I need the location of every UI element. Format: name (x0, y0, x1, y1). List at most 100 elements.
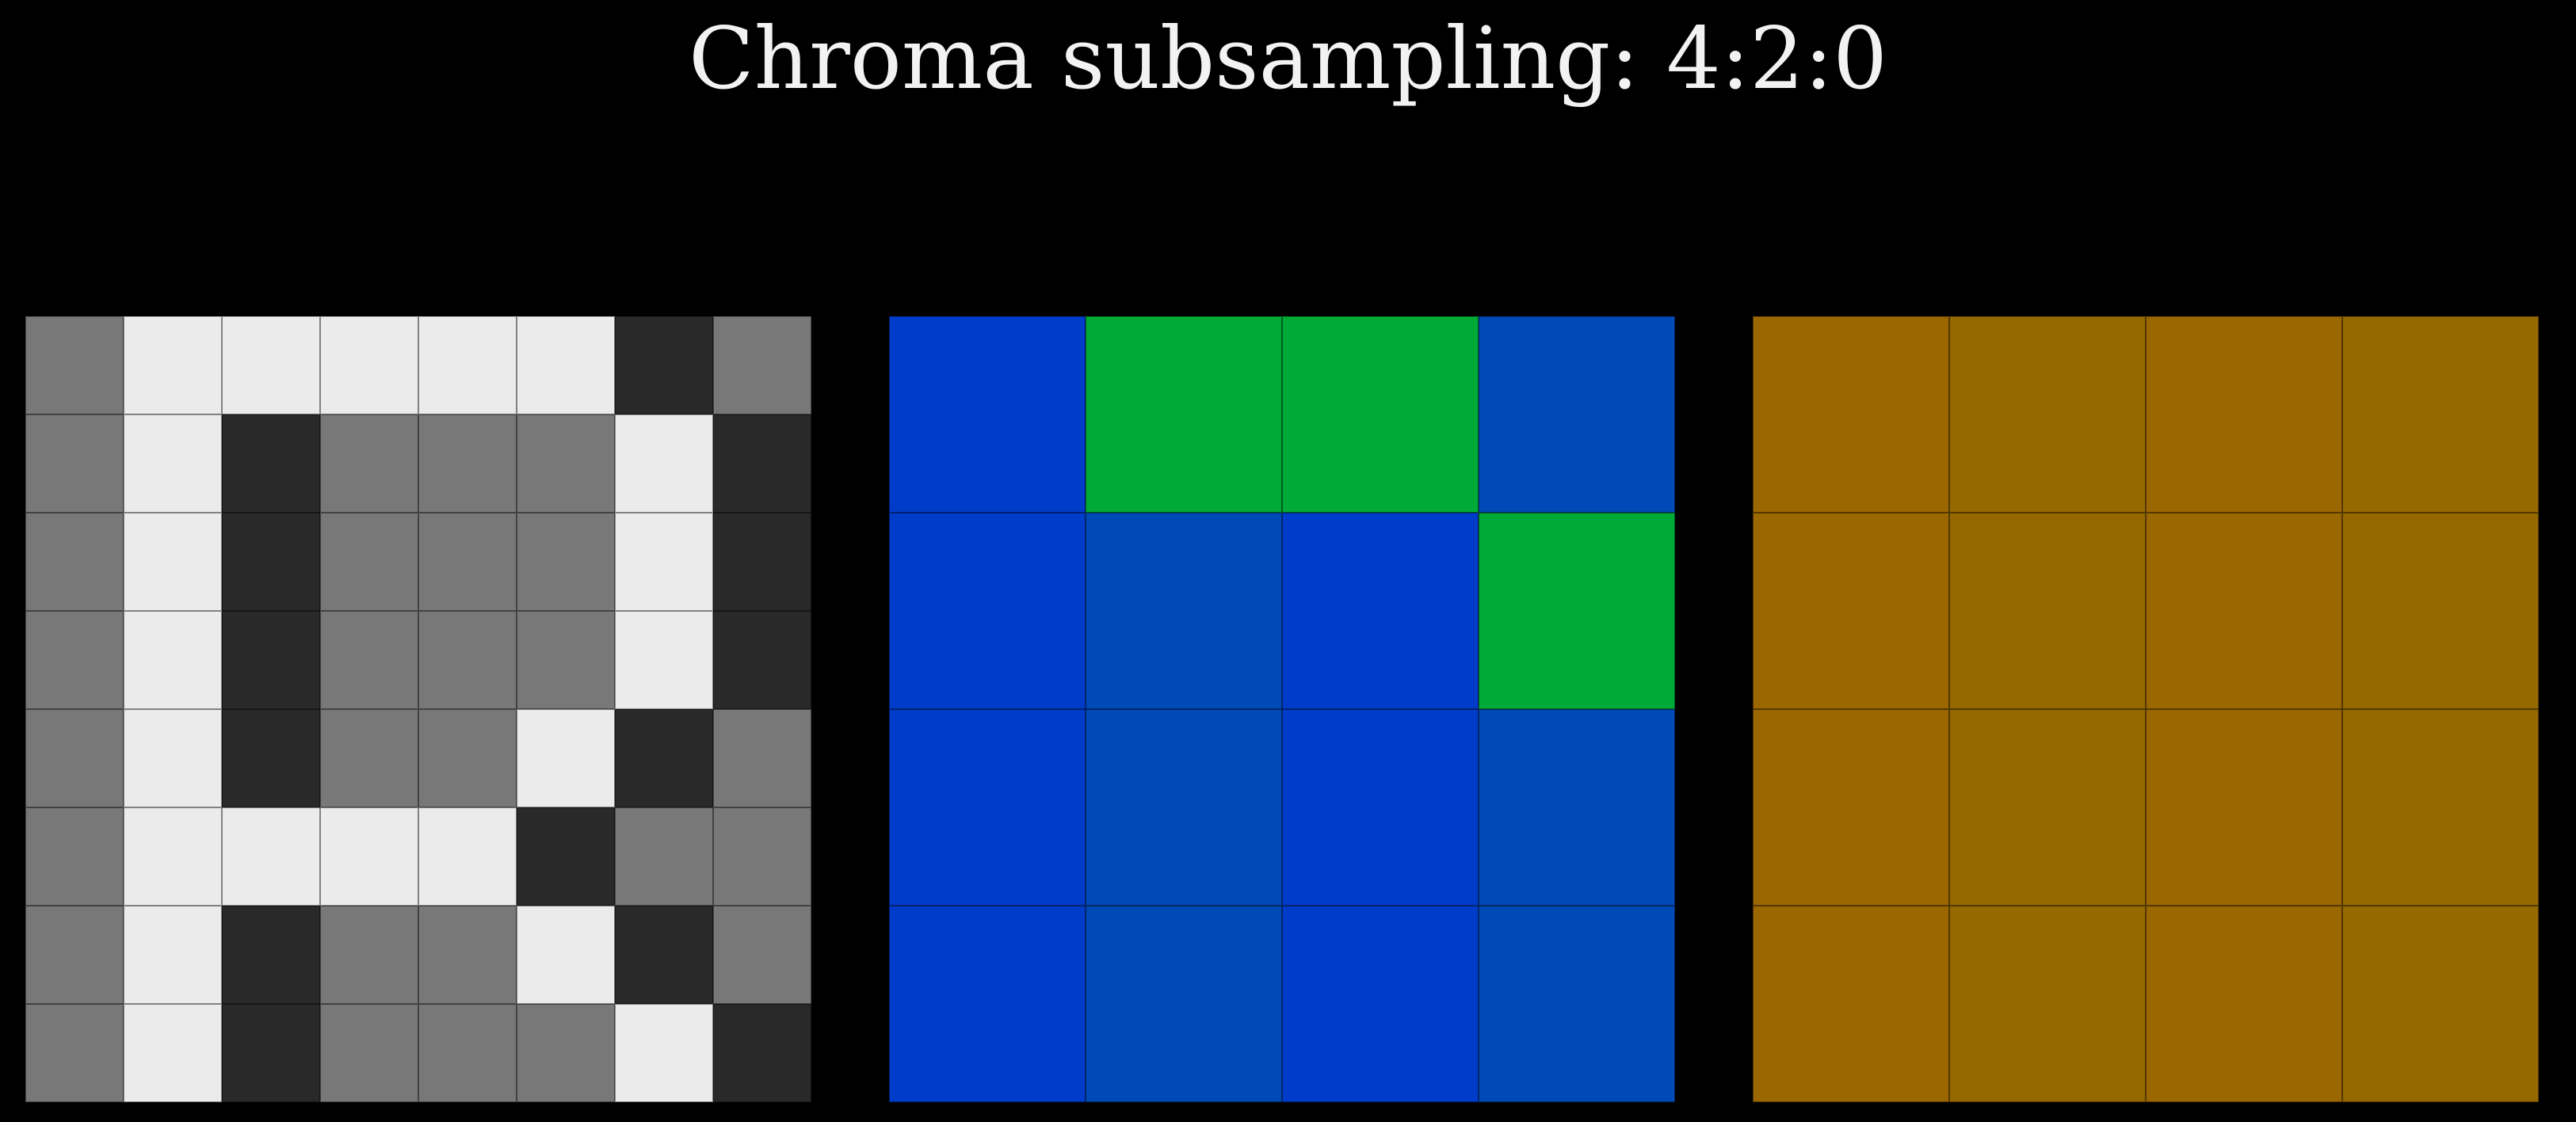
luma-grid-cell (615, 1004, 713, 1102)
chroma-blue-grid-cell (889, 906, 1086, 1102)
luma-grid-cell (713, 906, 811, 1004)
luma-grid-cell (320, 1004, 418, 1102)
luma-grid-cell (517, 414, 615, 513)
luma-grid-cell (517, 709, 615, 807)
luma-grid-cell (222, 906, 320, 1004)
luma-grid-cell (320, 807, 418, 906)
chroma-red-grid-cell (1949, 316, 2146, 513)
luma-grid-cell (25, 316, 124, 414)
luma-grid-cell (517, 513, 615, 611)
chroma-blue-grid-cell (889, 513, 1086, 709)
chroma-red-grid-cell (1753, 316, 1949, 513)
luma-grid-cell (418, 414, 517, 513)
luma-grid-cell (25, 709, 124, 807)
luma-grid-cell (418, 709, 517, 807)
chroma-red-grid-cell (2146, 316, 2342, 513)
luma-grid-cell (25, 513, 124, 611)
chroma-red-grid-cell (2342, 906, 2539, 1102)
luma-grid-cell (418, 807, 517, 906)
luma-grid-cell (517, 611, 615, 709)
luma-grid-cell (615, 906, 713, 1004)
luma-grid-cell (418, 316, 517, 414)
chroma-blue-grid-cell (1086, 906, 1282, 1102)
luma-grid-cell (25, 1004, 124, 1102)
luma-grid-cell (320, 709, 418, 807)
chroma-blue-grid (889, 316, 1675, 1102)
luma-grid-cell (124, 414, 222, 513)
luma-grid-cell (222, 807, 320, 906)
chroma-blue-grid-cell (889, 709, 1086, 906)
luma-grid-cell (418, 513, 517, 611)
luma-grid-cell (517, 1004, 615, 1102)
luma-grid-cell (418, 611, 517, 709)
chroma-red-grid-cell (2342, 513, 2539, 709)
chroma-blue-grid-cell (1282, 709, 1479, 906)
chroma-red-grid-cell (1753, 906, 1949, 1102)
luma-grid-cell (615, 414, 713, 513)
luma-grid-cell (222, 414, 320, 513)
luma-grid-cell (25, 611, 124, 709)
chroma-red-grid-cell (2342, 709, 2539, 906)
luma-grid-cell (418, 1004, 517, 1102)
luma-grid-cell (713, 316, 811, 414)
luma-grid-cell (713, 611, 811, 709)
luma-grid-cell (713, 513, 811, 611)
luma-grid-cell (517, 906, 615, 1004)
luma-grid-cell (222, 513, 320, 611)
luma-grid-cell (25, 906, 124, 1004)
luma-grid-cell (418, 906, 517, 1004)
chroma-red-grid (1753, 316, 2539, 1102)
chroma-blue-grid-cell (1479, 709, 1675, 906)
luma-grid-cell (615, 709, 713, 807)
chroma-blue-grid-cell (1086, 709, 1282, 906)
luma-grid-cell (713, 709, 811, 807)
luma-grid-cell (124, 807, 222, 906)
luma-grid-cell (222, 1004, 320, 1102)
chroma-blue-grid-cell (1479, 316, 1675, 513)
chroma-red-grid-cell (1753, 709, 1949, 906)
chroma-blue-grid-cell (889, 316, 1086, 513)
chroma-blue-grid-cell (1479, 513, 1675, 709)
luma-grid-cell (320, 316, 418, 414)
luma-grid-cell (713, 414, 811, 513)
chroma-red-grid-cell (1949, 709, 2146, 906)
luma-grid-cell (124, 1004, 222, 1102)
luma-grid-cell (615, 513, 713, 611)
luma-grid-cell (124, 513, 222, 611)
luma-grid-cell (124, 316, 222, 414)
luma-grid-cell (320, 414, 418, 513)
chroma-red-grid-cell (1949, 513, 2146, 709)
diagram-title: Chroma subsampling: 4:2:0 (689, 10, 1887, 109)
chroma-red-grid-cell (1949, 906, 2146, 1102)
luma-grid-cell (25, 414, 124, 513)
chroma-red-grid-cell (2342, 316, 2539, 513)
luma-grid-cell (222, 611, 320, 709)
chroma-blue-grid-cell (1282, 513, 1479, 709)
chroma-red-grid-cell (2146, 513, 2342, 709)
luma-grid-cell (124, 906, 222, 1004)
chroma-red-grid-cell (2146, 906, 2342, 1102)
chroma-blue-grid-cell (1282, 316, 1479, 513)
chroma-red-grid-cell (2146, 709, 2342, 906)
luma-grid-cell (320, 906, 418, 1004)
luma-grid-cell (222, 709, 320, 807)
luma-grid-cell (713, 1004, 811, 1102)
chroma-blue-grid-cell (1479, 906, 1675, 1102)
luma-grid-cell (615, 316, 713, 414)
chroma-blue-grid-cell (1282, 906, 1479, 1102)
luma-grid-cell (124, 611, 222, 709)
chroma-blue-grid-cell (1086, 316, 1282, 513)
chroma-red-grid-cell (1753, 513, 1949, 709)
luma-grid-cell (320, 513, 418, 611)
luma-grid-cell (222, 316, 320, 414)
luma-grid (25, 316, 811, 1102)
luma-grid-cell (615, 807, 713, 906)
luma-grid-cell (713, 807, 811, 906)
luma-grid-cell (320, 611, 418, 709)
luma-grid-cell (517, 316, 615, 414)
luma-grid-cell (615, 611, 713, 709)
luma-grid-cell (517, 807, 615, 906)
luma-grid-cell (25, 807, 124, 906)
luma-grid-cell (124, 709, 222, 807)
chroma-blue-grid-cell (1086, 513, 1282, 709)
